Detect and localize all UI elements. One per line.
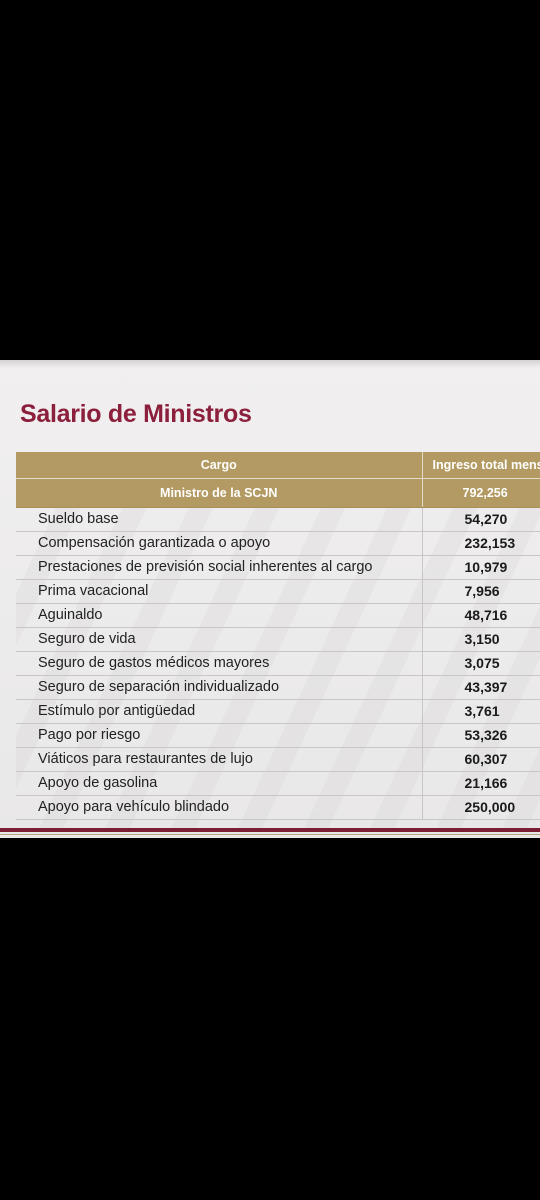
row-value: 10,979 xyxy=(421,555,540,580)
table-row: Apoyo de gasolina 21,166 xyxy=(16,771,540,796)
row-value: 53,326 xyxy=(421,723,540,748)
row-value: 250,000 xyxy=(421,795,540,820)
header-cargo: Cargo xyxy=(16,452,422,479)
row-label: Sueldo base xyxy=(16,507,422,532)
header-ingreso: Ingreso total mens xyxy=(421,452,540,479)
table-row: Prestaciones de previsión social inheren… xyxy=(16,555,540,580)
row-value: 3,150 xyxy=(421,627,540,652)
row-value: 7,956 xyxy=(421,579,540,604)
row-value: 3,075 xyxy=(421,651,540,676)
page-title: Salario de Ministros xyxy=(20,400,252,428)
row-value: 60,307 xyxy=(421,747,540,772)
row-value: 43,397 xyxy=(421,675,540,700)
subheader-cargo: Ministro de la SCJN xyxy=(16,478,422,508)
row-label: Viáticos para restaurantes de lujo xyxy=(16,747,422,772)
row-label: Pago por riesgo xyxy=(16,723,422,748)
bottom-divider-thin xyxy=(0,834,540,835)
row-label: Seguro de separación individualizado xyxy=(16,675,422,700)
row-label: Apoyo de gasolina xyxy=(16,771,422,796)
salary-table: Cargo Ingreso total mens Ministro de la … xyxy=(16,452,540,820)
row-value: 21,166 xyxy=(421,771,540,796)
table-row: Estímulo por antigüedad 3,761 xyxy=(16,699,540,724)
table-subheader-row: Ministro de la SCJN 792,256 xyxy=(16,478,540,508)
slide-top-shadow xyxy=(0,360,540,368)
table-row: Sueldo base 54,270 xyxy=(16,507,540,532)
row-label: Seguro de vida xyxy=(16,627,422,652)
table-row: Seguro de separación individualizado 43,… xyxy=(16,675,540,700)
table-row: Prima vacacional 7,956 xyxy=(16,579,540,604)
table-row: Seguro de gastos médicos mayores 3,075 xyxy=(16,651,540,676)
row-value: 48,716 xyxy=(421,603,540,628)
table-row: Aguinaldo 48,716 xyxy=(16,603,540,628)
row-value: 54,270 xyxy=(421,507,540,532)
row-label: Estímulo por antigüedad xyxy=(16,699,422,724)
row-value: 3,761 xyxy=(421,699,540,724)
table-header-row: Cargo Ingreso total mens xyxy=(16,452,540,479)
table-row: Viáticos para restaurantes de lujo 60,30… xyxy=(16,747,540,772)
table-row: Pago por riesgo 53,326 xyxy=(16,723,540,748)
table-row: Apoyo para vehículo blindado 250,000 xyxy=(16,795,540,820)
row-value: 232,153 xyxy=(421,531,540,556)
row-label: Seguro de gastos médicos mayores xyxy=(16,651,422,676)
bottom-divider xyxy=(0,828,540,832)
row-label: Aguinaldo xyxy=(16,603,422,628)
row-label: Prima vacacional xyxy=(16,579,422,604)
row-label: Apoyo para vehículo blindado xyxy=(16,795,422,820)
slide-image: Salario de Ministros Cargo Ingreso total… xyxy=(0,360,540,838)
table-row: Seguro de vida 3,150 xyxy=(16,627,540,652)
row-label: Prestaciones de previsión social inheren… xyxy=(16,555,422,580)
subheader-total: 792,256 xyxy=(421,478,540,508)
row-label: Compensación garantizada o apoyo xyxy=(16,531,422,556)
table-row: Compensación garantizada o apoyo 232,153 xyxy=(16,531,540,556)
